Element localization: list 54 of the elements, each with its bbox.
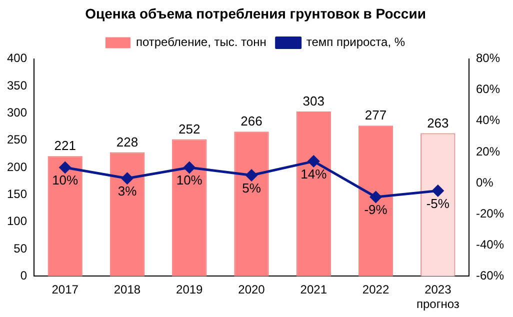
legend-label: потребление, тыс. тонн — [136, 35, 266, 50]
x-tick-label: 2023 прогноз — [416, 282, 460, 312]
x-tick-label: 2021 — [300, 282, 328, 297]
y-tick-label: 150 — [6, 186, 28, 201]
y-tick-label: 200 — [6, 160, 28, 174]
bar — [234, 132, 269, 276]
data-label: 221 — [54, 138, 76, 154]
data-label: 10% — [52, 172, 79, 188]
chart-title: Оценка объема потребления грунтовок в России — [85, 5, 426, 22]
bar — [110, 152, 145, 276]
y-tick-label: 350 — [6, 78, 28, 92]
y2-tick-label: 60% — [476, 82, 500, 96]
data-label: 277 — [364, 108, 387, 123]
bar — [172, 139, 207, 276]
y2-tick-label: -20% — [476, 206, 504, 220]
data-label: 252 — [178, 121, 200, 136]
x-tick-label: 2019 — [176, 282, 204, 297]
data-label: 266 — [240, 114, 262, 129]
y-tick-label: 250 — [6, 132, 28, 147]
point — [121, 172, 133, 184]
bar — [48, 156, 82, 276]
y-tick-label: 0 — [20, 268, 28, 283]
data-label: -5% — [426, 196, 450, 211]
y-tick-label: 50 — [14, 241, 28, 256]
data-label: 263 — [427, 115, 449, 130]
point — [432, 185, 444, 197]
point — [370, 191, 382, 203]
y-tick-label: 300 — [6, 105, 28, 120]
y2-tick-label: 40% — [476, 113, 500, 128]
bar — [296, 112, 331, 276]
data-label: 3% — [118, 183, 138, 198]
y2-tick-label: -40% — [476, 237, 504, 252]
legend-label: темп прироста, % — [306, 35, 406, 50]
data-label: 303 — [302, 94, 324, 109]
x-tick-label: 2022 — [362, 282, 390, 297]
x-tick-label: 2020 — [238, 282, 266, 297]
data-label: 228 — [116, 134, 138, 150]
y2-tick-label: -60% — [476, 268, 504, 283]
data-label: 14% — [300, 166, 328, 182]
y-tick-label: 100 — [6, 214, 28, 228]
x-tick-label: 2017 — [52, 282, 79, 297]
y2-tick-label: 20% — [476, 144, 500, 158]
point — [184, 162, 196, 174]
data-label: -9% — [364, 202, 388, 218]
y2-tick-label: 80% — [476, 51, 500, 66]
x-tick-label: 2018 — [114, 282, 141, 297]
bar — [358, 126, 394, 276]
point — [308, 156, 320, 168]
data-label: 5% — [242, 180, 262, 196]
y-tick-label: 400 — [6, 51, 28, 66]
data-label: 10% — [176, 172, 203, 188]
y2-tick-label: 0% — [476, 175, 494, 190]
point — [59, 162, 71, 174]
point — [246, 170, 258, 182]
